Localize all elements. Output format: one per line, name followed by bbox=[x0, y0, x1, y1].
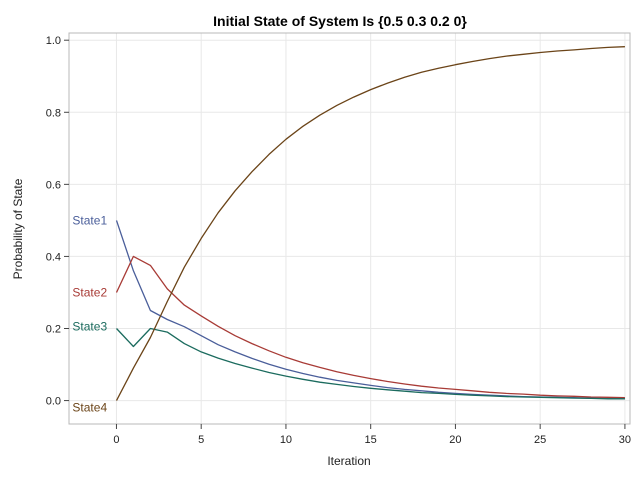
grid-layer bbox=[69, 33, 630, 424]
plot-frame bbox=[68, 32, 631, 425]
series-label-state1: State1 bbox=[72, 213, 107, 227]
y-tick-label: 0.0 bbox=[46, 396, 61, 408]
series-label-layer: State1 State2 State3 State4 bbox=[72, 213, 107, 414]
x-tick-label: 5 bbox=[198, 434, 204, 446]
x-axis-label: Iteration bbox=[327, 454, 370, 468]
series-label-state4: State4 bbox=[72, 401, 107, 415]
y-tick-label: 0.6 bbox=[46, 179, 61, 191]
series-line-state3 bbox=[116, 327, 625, 400]
x-tick-label: 15 bbox=[365, 434, 377, 446]
series-line-state2 bbox=[115, 255, 625, 399]
x-tick-label: 20 bbox=[449, 434, 461, 446]
x-tick-label: 25 bbox=[534, 434, 546, 446]
y-axis-label: Probability of State bbox=[11, 178, 25, 279]
series-label-state3: State3 bbox=[72, 320, 107, 334]
y-tick-label: 0.8 bbox=[46, 107, 61, 119]
y-tick-label: 0.4 bbox=[46, 251, 61, 263]
series-label-state2: State2 bbox=[72, 285, 107, 299]
y-tick-label: 0.2 bbox=[46, 324, 61, 336]
y-tick-label: 1.0 bbox=[46, 35, 61, 47]
x-tick-label: 0 bbox=[113, 434, 119, 446]
chart-title: Initial State of System Is {0.5 0.3 0.2 … bbox=[213, 13, 467, 29]
axis-layer: 0 5 10 15 20 25 30 0.0 0.2 0.4 0.6 0.8 1.0 bbox=[46, 35, 631, 446]
series-layer bbox=[115, 46, 625, 401]
x-tick-label: 30 bbox=[619, 434, 631, 446]
x-tick-label: 10 bbox=[280, 434, 292, 446]
series-line-state4 bbox=[115, 46, 625, 401]
